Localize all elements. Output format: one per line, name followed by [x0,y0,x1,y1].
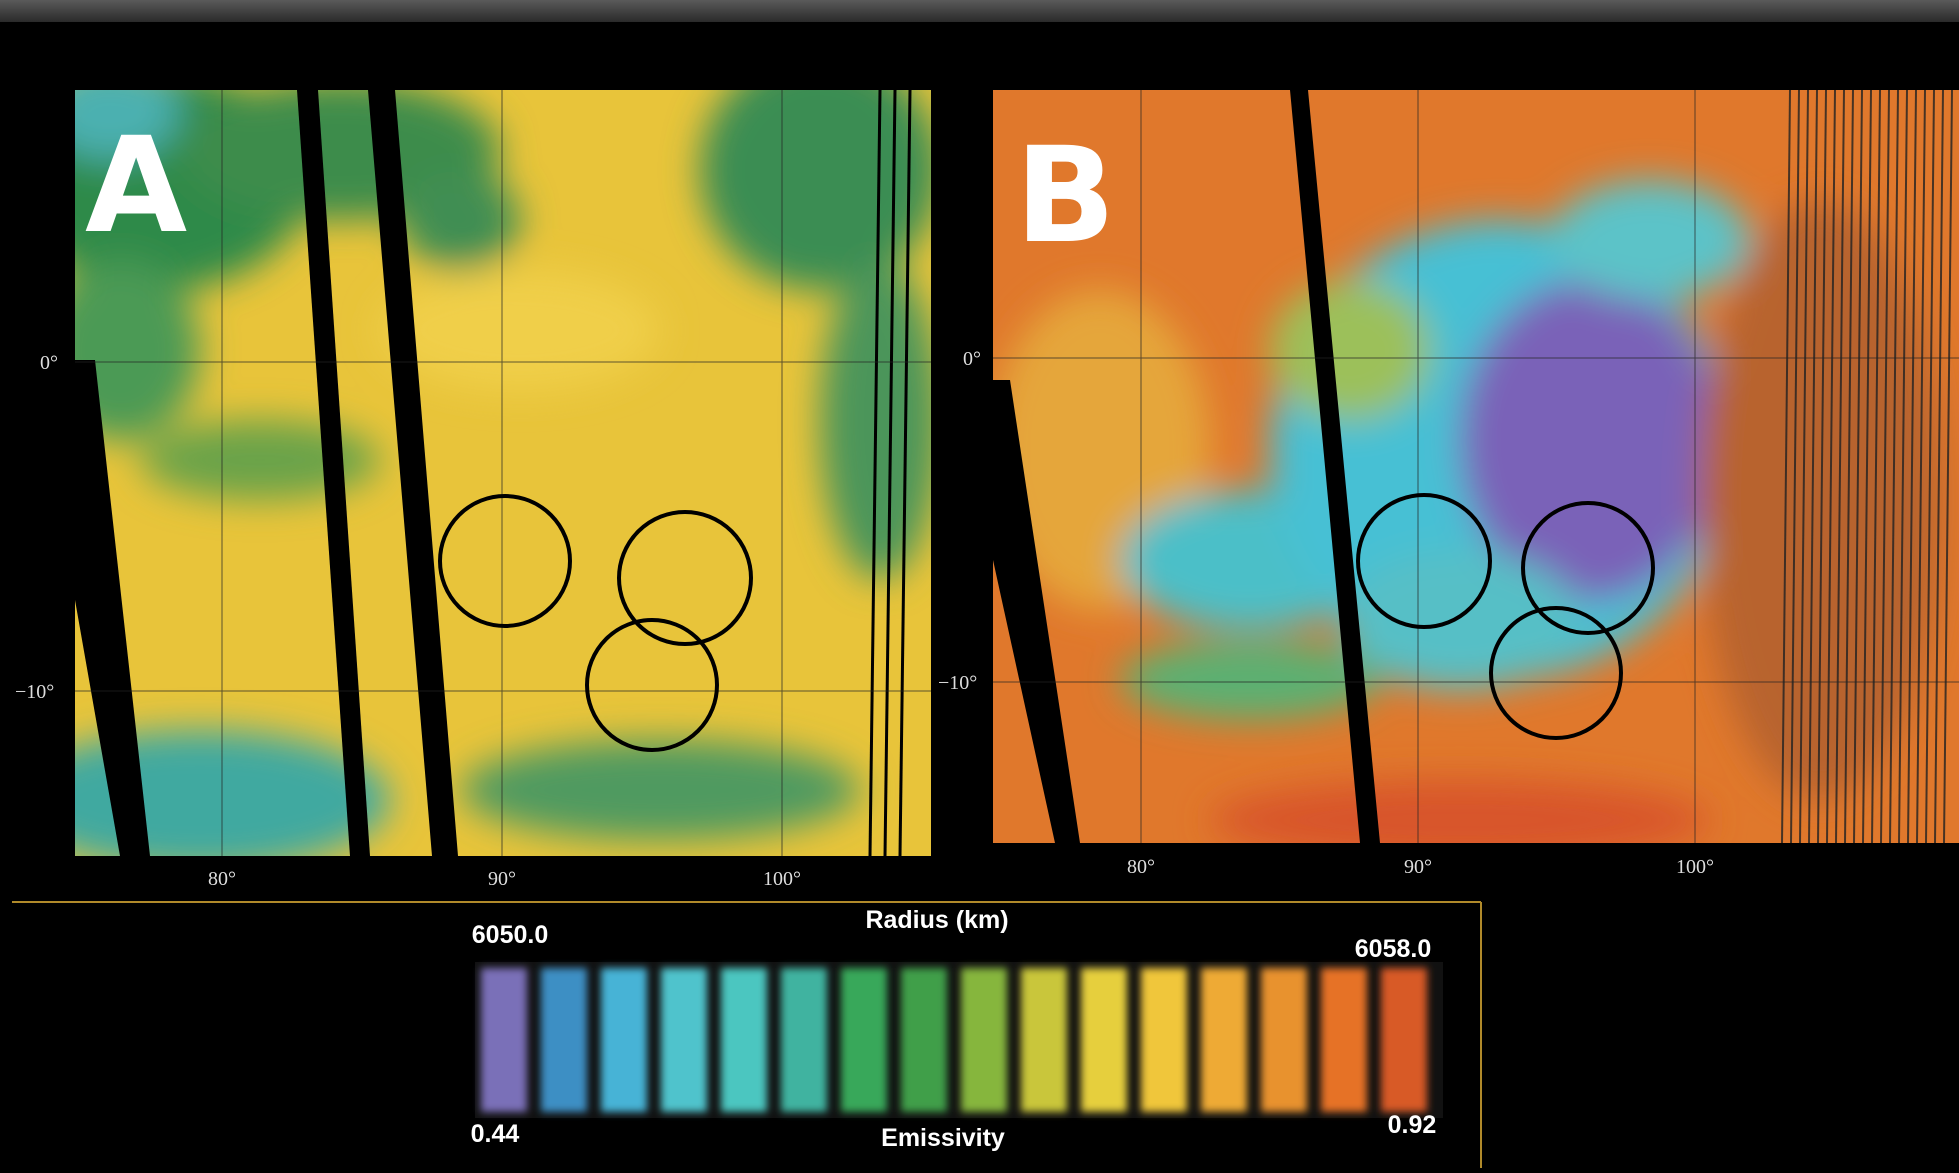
map-b [990,90,1959,860]
swatch [1201,968,1247,1112]
swatch [1021,968,1067,1112]
panel-label: A [85,109,187,263]
swatch [541,968,587,1112]
swatch [1081,968,1127,1112]
colorbar-max: 6058.0 [1355,935,1431,963]
colorbar-min: 6050.0 [472,921,548,949]
swatch [661,968,707,1112]
swatch [1261,968,1307,1112]
swatch [1321,968,1367,1112]
colorbar [475,962,1443,1118]
swatch [1141,968,1187,1112]
lat-label: −10° [938,672,977,694]
swatch [781,968,827,1112]
lat-label: 0° [963,348,981,370]
colorbar-min: 0.44 [471,1120,520,1148]
lon-label: 100° [1676,856,1714,878]
colorbar-max: 0.92 [1388,1111,1437,1139]
swatch [961,968,1007,1112]
lon-label: 80° [1127,856,1155,878]
swatch [721,968,767,1112]
figure: A B 0° −10° 80° 90° 100° 0° −10° 80° 90°… [0,0,1959,1168]
lon-label: 90° [488,868,516,890]
top-strip [0,0,1959,22]
swatch [601,968,647,1112]
lon-label: 80° [208,868,236,890]
swatch [1381,968,1427,1112]
colorbar-title: Emissivity [881,1124,1005,1152]
swatch [901,968,947,1112]
page: {"panels": [ {"label": "A", "y_labels": … [0,0,1959,1168]
lat-label: −10° [15,681,54,703]
lon-label: 90° [1404,856,1432,878]
swatch [481,968,527,1112]
swatch [841,968,887,1112]
colorbar-title: Radius (km) [865,906,1008,934]
panel-label: B [1015,119,1116,273]
lon-label: 100° [763,868,801,890]
lat-label: 0° [40,352,58,374]
